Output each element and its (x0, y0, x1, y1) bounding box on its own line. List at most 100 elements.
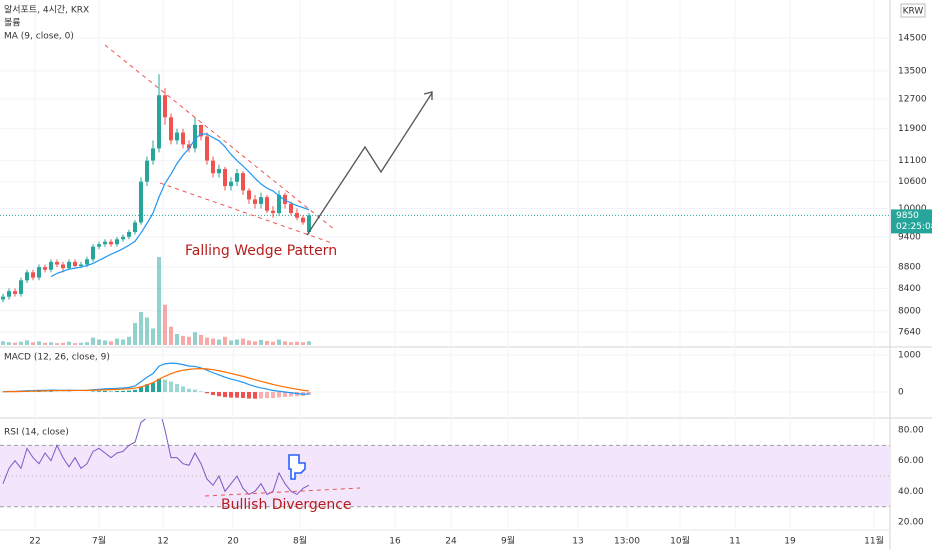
candle-body (235, 173, 239, 182)
projection-arrowhead (423, 91, 433, 100)
volume-bar (25, 340, 29, 345)
volume-bar (301, 342, 305, 345)
candle-body (229, 181, 233, 187)
y-tick-label: 10600 (898, 177, 927, 187)
hand-icon (288, 454, 306, 480)
y-tick-label: 40.00 (898, 487, 924, 497)
volume-bar (85, 342, 89, 345)
candle-body (241, 173, 245, 191)
candle-body (271, 210, 275, 214)
volume-bar (109, 341, 113, 345)
candle-body (19, 280, 23, 294)
volume-bar (133, 323, 137, 345)
histogram-bar (49, 391, 53, 392)
histogram-bar (37, 391, 41, 392)
annotation-text: Bullish Divergence (221, 497, 352, 513)
volume-bar (283, 341, 287, 345)
volume-bar (211, 338, 215, 345)
candle-body (211, 160, 215, 174)
histogram-bar (295, 391, 299, 397)
candle-body (79, 264, 83, 267)
histogram-bar (103, 390, 107, 392)
volume-bar (13, 342, 17, 345)
currency-box[interactable] (900, 3, 926, 18)
candle-body (193, 124, 197, 149)
y-tick-label: 13500 (898, 66, 927, 76)
y-tick-label: 12700 (898, 94, 927, 104)
projection-path (306, 92, 433, 236)
histogram-bar (145, 384, 149, 392)
volume-bar (103, 340, 107, 345)
y-tick-label: 8400 (898, 284, 921, 294)
volume-bar (163, 304, 167, 345)
y-tick-label: 9400 (898, 232, 921, 242)
y-tick-label: 1000 (898, 350, 921, 360)
histogram-bar (169, 381, 173, 392)
candle-body (205, 136, 209, 161)
histogram-bar (235, 391, 239, 398)
candle-body (217, 168, 221, 174)
volume-bar (145, 317, 149, 345)
signal-line (2, 368, 310, 393)
volume-bar (127, 336, 131, 345)
candle-body (247, 190, 251, 200)
ma-line (50, 133, 310, 278)
candle-body (181, 132, 185, 145)
candle-body (289, 203, 293, 214)
macd-label: MACD (12, 26, close, 9) (4, 353, 110, 363)
histogram-bar (223, 391, 227, 398)
candle-body (103, 241, 107, 245)
candle-body (31, 272, 35, 278)
volume-bar (199, 334, 203, 345)
x-tick-label: 11월 (864, 535, 884, 547)
histogram-bar (115, 390, 119, 392)
histogram-bar (241, 391, 245, 398)
histogram-bar (151, 382, 155, 392)
candle-body (223, 168, 227, 187)
candle-body (1, 296, 5, 300)
candle-body (301, 217, 305, 223)
countdown: 02:25:08 (896, 222, 932, 232)
divergence-line (204, 487, 361, 497)
candle-body (163, 95, 167, 118)
volume-bar (1, 341, 5, 345)
histogram-bar (247, 391, 251, 399)
candle-body (55, 261, 59, 265)
volume-bar (169, 326, 173, 345)
x-tick-label: 8월 (293, 535, 307, 547)
currency: KRW (903, 7, 924, 17)
candle-body (175, 132, 179, 141)
volume-bar (73, 343, 77, 345)
histogram-bar (133, 389, 137, 392)
volume-bar (223, 336, 227, 345)
candle-body (7, 291, 11, 297)
histogram-bar (127, 390, 131, 392)
candle-body (97, 244, 101, 247)
y-tick-label: 8000 (898, 306, 921, 316)
y-tick-label: 60.00 (898, 456, 924, 466)
volume-bar (49, 342, 53, 345)
x-tick-label: 22 (29, 537, 40, 547)
x-tick-label: 9월 (501, 535, 515, 547)
candle-body (199, 124, 203, 137)
candle-body (73, 261, 77, 267)
histogram-bar (229, 391, 233, 398)
candle-body (25, 272, 29, 281)
annotation-text: Falling Wedge Pattern (185, 243, 337, 259)
histogram-bar (289, 391, 293, 397)
candle-body (49, 261, 53, 270)
candle-body (91, 246, 95, 260)
rsi-label: RSI (14, close) (4, 428, 69, 438)
candle-body (139, 181, 143, 223)
histogram-bar (193, 389, 197, 392)
histogram-bar (109, 391, 113, 392)
y-tick-label: 7640 (898, 327, 921, 337)
candle-body (283, 194, 287, 204)
last-price-tag (891, 209, 932, 234)
histogram-bar (157, 378, 161, 392)
candle-body (37, 267, 41, 278)
histogram-bar (307, 391, 311, 395)
candle-body (121, 236, 125, 240)
histogram-bar (253, 391, 257, 399)
